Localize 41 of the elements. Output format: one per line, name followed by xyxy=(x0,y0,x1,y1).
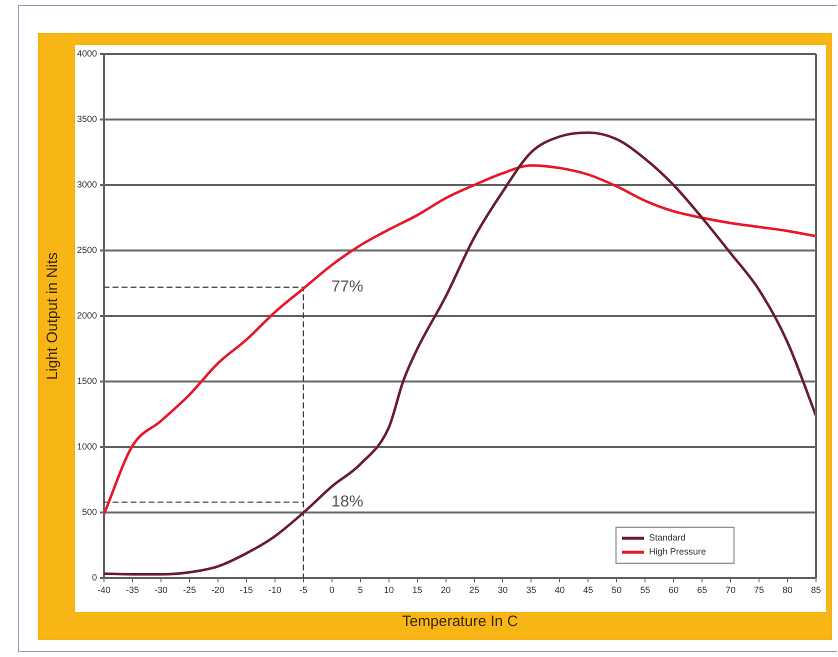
x-tick-label: 30 xyxy=(498,585,508,596)
x-tick-label: 5 xyxy=(358,585,363,596)
x-tick-label: 65 xyxy=(697,585,708,596)
x-tick-label: 60 xyxy=(668,585,679,596)
x-tick-label: 50 xyxy=(612,585,622,596)
x-tick-label: -20 xyxy=(211,585,224,596)
y-tick-label: 1500 xyxy=(76,376,98,386)
x-tick-label: 45 xyxy=(583,585,594,596)
x-tick-label: 85 xyxy=(810,585,822,596)
x-tick-label: 25 xyxy=(469,585,480,596)
x-tick-label: -30 xyxy=(154,585,168,596)
y-tick-label: 0 xyxy=(92,572,98,583)
x-tick-label: 0 xyxy=(329,585,334,596)
y-tick-label: 500 xyxy=(82,507,98,518)
x-tick-label: 55 xyxy=(640,585,650,596)
x-tick-label: 35 xyxy=(526,585,536,596)
y-tick-label: 3500 xyxy=(76,114,98,124)
x-tick-label: 80 xyxy=(782,585,793,596)
x-tick-label: 75 xyxy=(754,585,764,596)
x-tick-label: -25 xyxy=(182,585,196,596)
x-tick-label: 10 xyxy=(384,585,394,596)
x-tick-label: -5 xyxy=(299,585,308,596)
y-tick-label: 3000 xyxy=(76,180,98,190)
x-tick-label: -10 xyxy=(268,585,282,596)
legend-label: Standard xyxy=(649,532,686,543)
y-tick-label: 2000 xyxy=(76,310,98,321)
x-tick-label: 70 xyxy=(726,585,736,596)
y-tick-label: 2500 xyxy=(76,245,98,256)
y-tick-label: 1000 xyxy=(76,442,98,452)
annotation: 18% xyxy=(331,494,364,511)
annotation: 77% xyxy=(331,278,364,296)
x-tick-label: -35 xyxy=(126,585,140,596)
x-axis-title: Temperature In C xyxy=(402,613,518,630)
x-tick-label: -15 xyxy=(240,585,253,596)
x-tick-label: 20 xyxy=(440,585,451,596)
legend-label: High Pressure xyxy=(649,546,706,557)
x-tick-label: 40 xyxy=(554,585,565,596)
x-tick-label: 15 xyxy=(412,585,422,596)
y-axis-title: Light Output in Nits xyxy=(44,252,62,380)
x-tick-label: -40 xyxy=(98,585,111,596)
y-tick-label: 4000 xyxy=(76,48,98,58)
